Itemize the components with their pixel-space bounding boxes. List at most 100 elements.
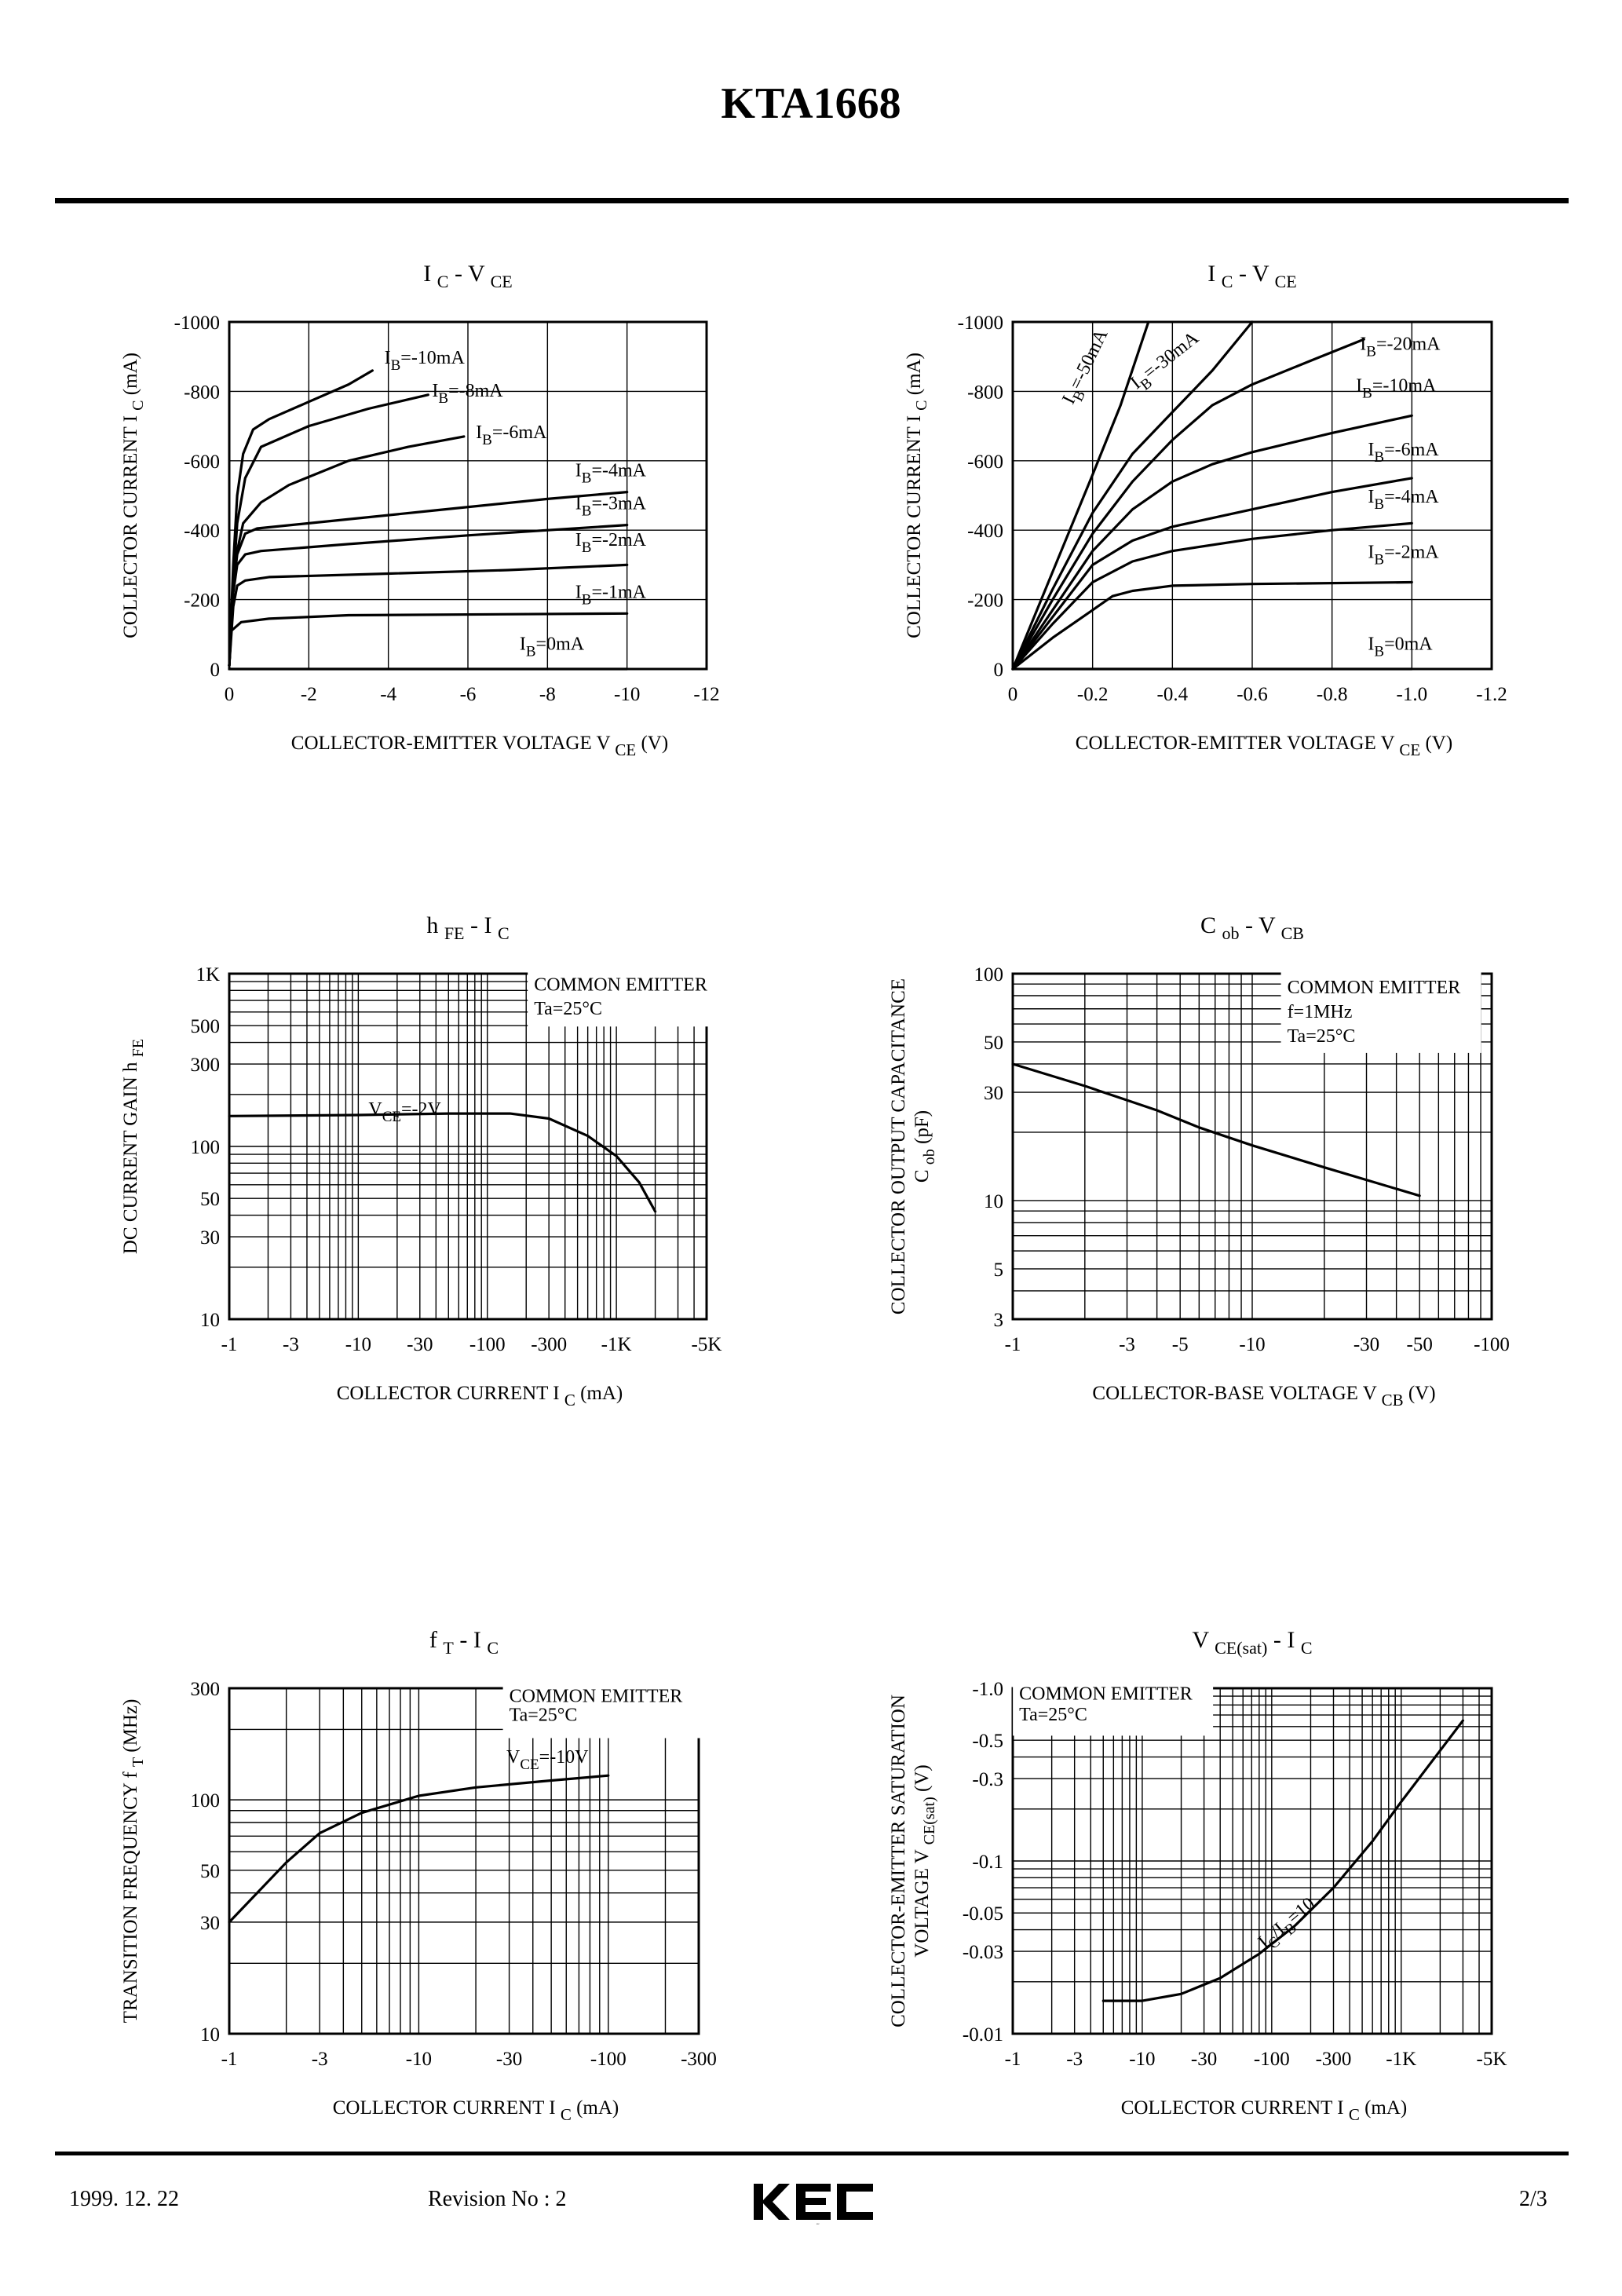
y-tick-label: -0.5 [972,1731,1003,1752]
x-tick-label: -5K [1477,2049,1507,2070]
y-tick-label: -0.01 [963,2024,1003,2046]
chart-title: V CE(sat) - I C [1192,1627,1312,1658]
series-label-VCE=-2V: VCE=-2V [368,1099,441,1125]
x-tick-label: -300 [1316,2049,1352,2070]
series-line-IB=-30mA [1011,320,1254,671]
y-axis-label: COLLECTOR OUTPUT CAPACITANCE [888,978,909,1314]
x-tick-label: -5 [1172,1334,1189,1355]
x-tick-label: -100 [590,2049,627,2070]
y-tick-label: 500 [191,1016,221,1037]
x-tick-label: -300 [681,2049,717,2070]
grid-ft_ic [228,1687,700,2035]
x-tick-label: -3 [1066,2049,1083,2070]
chart-cob_vcb: COMMON EMITTER f=1MHz Ta=25°C -1 -3 -5 -10 -30 -… [888,912,1510,1409]
chart-title: h FE - I C [426,912,509,943]
y-axis-label: COLLECTOR-EMITTER SATURATION [888,1695,909,2027]
y-tick-label: -1.0 [972,1679,1003,1700]
series-label-IB=-4mA: IB=-4mA [575,461,647,487]
x-tick-label: -8 [539,684,556,705]
plot-frame [228,1687,700,2035]
x-tick-label: -0.6 [1237,684,1268,705]
footer-date: 1999. 12. 22 [69,2187,179,2211]
y-tick-label: -600 [967,452,1003,473]
x-tick-label: 0 [1008,684,1018,705]
y-tick-label: -800 [184,382,220,403]
series-line-IC/IB=10 [1101,1719,1464,2002]
y-axis-label-line2: VOLTAGE V CE(sat) (V) [911,1764,938,1957]
x-tick-label: -10 [406,2049,432,2070]
x-tick-label: -10 [1239,1334,1265,1355]
series-label-IB=-50mA: IB=-50mA [1058,326,1117,410]
series-line-IB=-1mA [228,612,629,667]
kec-logo: KEC [754,2184,873,2225]
svg-text:KEC: KEC [816,2224,820,2225]
annotation-text: COMMON EMITTER [510,1687,683,1707]
x-tick-label: -30 [496,2049,522,2070]
x-tick-label: -10 [345,1334,371,1355]
x-tick-label: -1 [1005,1334,1021,1355]
y-tick-label: -200 [967,590,1003,612]
x-tick-label: -30 [1191,2049,1217,2070]
annotation-box [502,1680,703,1738]
x-tick-label: -0.8 [1317,684,1348,705]
y-tick-label: 10 [200,2024,220,2046]
x-tick-label: -5K [692,1334,722,1355]
annotation-box [1013,1677,1214,1736]
chart-title: f T - I C [429,1627,499,1658]
series-line-IB=-20mA [1011,338,1365,671]
x-tick-label: -50 [1407,1334,1433,1355]
y-tick-label: -0.05 [963,1903,1003,1925]
y-tick-label: 50 [200,1189,220,1210]
x-tick-label: -2 [301,684,317,705]
x-tick-label: -6 [460,684,477,705]
series-label-IB=-30mA: IB=-30mA [1127,327,1206,397]
series-label-IB=-4mA: IB=-4mA [1368,487,1439,513]
y-axis-label: DC CURRENT GAIN h FE [120,1039,147,1254]
annotation-text: COMMON EMITTER [1288,978,1461,998]
annotation-text: COMMON EMITTER [1019,1684,1193,1704]
x-axis-label: COLLECTOR CURRENT I C (mA) [337,1383,623,1409]
x-tick-label: -1K [601,1334,632,1355]
series-label-IB=-2mA: IB=-2mA [1368,543,1439,569]
y-tick-label: -400 [967,521,1003,542]
y-tick-label: 100 [191,1790,221,1812]
x-tick-label: -3 [312,2049,328,2070]
series-line-IB=-6mA [1011,477,1413,671]
page-title: KTA1668 [721,79,901,128]
x-tick-label: -0.2 [1077,684,1109,705]
chart-hfe_ic: COMMON EMITTER Ta=25°C VCE=-2V -1 -3 -10 -30 -1… [120,912,729,1409]
y-axis-label-line2: C ob (pF) [911,1110,938,1183]
series-line-IB=-10mA [1011,414,1413,671]
x-axis-label: COLLECTOR-EMITTER VOLTAGE V CE (V) [1076,733,1452,759]
series-label-IB=-1mA: IB=-1mA [575,582,647,608]
series-label-VCE=-10V: VCE=-10V [506,1747,589,1773]
x-tick-label: -3 [283,1334,299,1355]
annotation-box [1280,971,1481,1053]
series-label-IB=-3mA: IB=-3mA [575,494,647,520]
y-tick-label: 3 [994,1310,1004,1331]
x-axis-label: COLLECTOR CURRENT I C (mA) [1121,2097,1408,2124]
y-tick-label: 30 [200,1913,220,1934]
chart-ic_vce_b: IB=-50mA IB=-30mA IB=-20mA IB=-10mA IB=-6mA I… [904,261,1507,759]
y-tick-label: 0 [210,660,221,681]
y-tick-label: 10 [200,1310,220,1331]
chart-ic_vce_a: IB=-10mA IB=-8mA IB=-6mA IB=-4mA IB=-3mA IB=-… [120,261,720,759]
x-tick-label: -300 [531,1334,567,1355]
y-tick-label: 30 [984,1083,1003,1104]
series-label-IB=-8mA: IB=-8mA [432,381,503,407]
plot-frame [1011,1687,1493,2035]
series-label-IC/IB=10: IC/IB=10 [1255,1894,1323,1957]
y-tick-label: 30 [200,1227,220,1249]
x-tick-label: -10 [614,684,640,705]
series-label-IB=-6mA: IB=-6mA [476,422,547,448]
y-tick-label: -0.1 [972,1852,1003,1873]
y-tick-label: 5 [994,1260,1004,1281]
x-tick-label: -30 [1353,1334,1379,1355]
y-tick-label: -1000 [958,313,1003,334]
x-tick-label: -30 [407,1334,433,1355]
x-tick-label: -1 [221,1334,238,1355]
series-label-IB=-10mA: IB=-10mA [1356,375,1437,401]
top-rule [55,198,1569,203]
y-axis-label: TRANSITION FREQUENCY f T (MHz) [120,1699,147,2024]
